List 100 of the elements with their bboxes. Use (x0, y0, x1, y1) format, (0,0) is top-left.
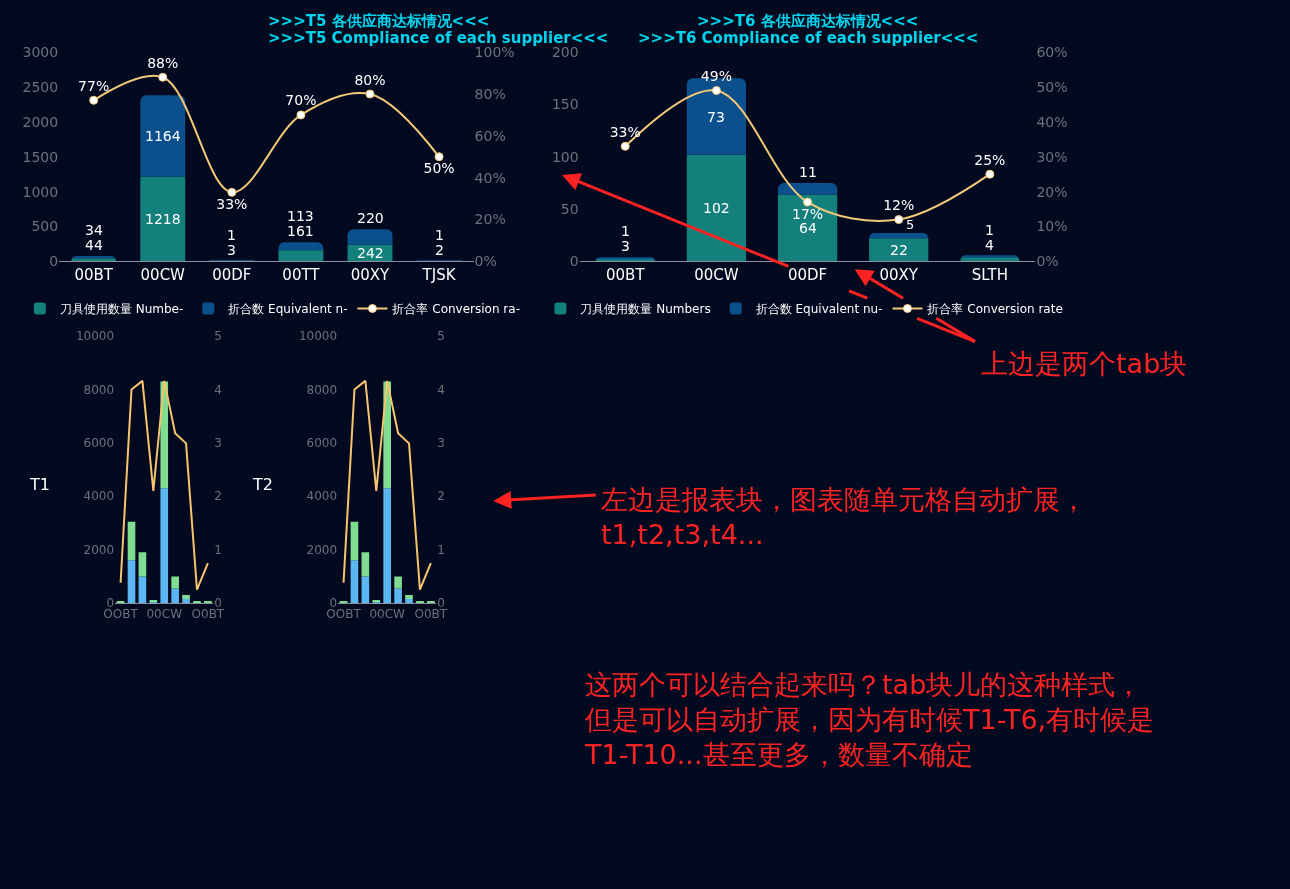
y2-tick-label: 3 (437, 436, 445, 451)
text: 左边是报表块，图表随单元格自动扩展，t1,t2,t3,t4... (601, 484, 1087, 551)
y2-tick-label: 5 (214, 329, 222, 344)
legend-label: 折合率 Conversion ra- (392, 302, 520, 317)
data-label: 1 (435, 227, 444, 243)
y-tick-label: 8000 (306, 382, 338, 397)
data-label: 22 (890, 242, 908, 258)
data-label: 113 (287, 208, 314, 224)
x-tick-label: 00XY (350, 266, 391, 285)
legend-label: 折合率 Conversion rate (927, 302, 1063, 317)
y-tick-label: 4000 (306, 489, 338, 504)
y2-tick-label: 40% (1036, 113, 1068, 130)
y2-tick-label: 3 (214, 436, 222, 451)
y-tick-label: 2000 (306, 542, 338, 557)
text: T1 (29, 475, 50, 494)
y-tick-label: 8000 (83, 382, 115, 397)
y2-tick-label: 4 (214, 382, 222, 397)
legend-label: 折合数 Equivalent nu- (755, 302, 883, 317)
legend-label: 折合数 Equivalent n- (228, 302, 348, 317)
data-label: 5 (906, 217, 915, 232)
x-tick-label: 00BT (605, 266, 646, 285)
text: 上边是两个tab块 (981, 348, 1188, 379)
x-tick-label: OOBT (326, 607, 362, 622)
y2-tick-label: 10% (1036, 218, 1068, 235)
data-label: 4 (985, 237, 994, 253)
x-tick-label: 00CW (146, 607, 183, 622)
data-label: 33% (216, 195, 248, 212)
x-tick-label: 00XY (879, 266, 919, 285)
y-tick-label: 1000 (22, 183, 59, 200)
y2-tick-label: 30% (1036, 148, 1068, 165)
data-label: 34 (85, 222, 103, 238)
y-tick-label: 10000 (298, 329, 338, 344)
y2-tick-label: 60% (1036, 44, 1068, 61)
y-tick-label: 0 (569, 253, 579, 270)
data-label: 17% (791, 205, 824, 222)
y2-tick-label: 80% (474, 85, 506, 102)
data-label: 80% (354, 71, 386, 88)
y-tick-label: 6000 (306, 436, 338, 451)
y2-tick-label: 20% (1036, 183, 1068, 200)
x-tick-label: 00BT (74, 266, 114, 285)
data-label: 73 (707, 109, 725, 125)
data-label: 242 (357, 245, 384, 261)
data-label: 102 (703, 200, 730, 216)
data-label: 70% (285, 92, 317, 109)
y-tick-label: 4000 (83, 489, 115, 504)
y-tick-label: 2500 (22, 78, 59, 95)
data-label: 1164 (145, 128, 181, 144)
y-tick-label: 2000 (83, 542, 115, 557)
y-tick-label: 100 (551, 148, 579, 165)
y2-tick-label: 1 (437, 542, 445, 557)
data-label: 49% (700, 68, 732, 85)
x-tick-label: 00CW (369, 607, 406, 622)
data-label: 64 (799, 220, 817, 236)
y2-tick-label: 40% (474, 169, 506, 186)
data-label: 2 (435, 242, 444, 258)
x-tick-label: TJSK (421, 266, 457, 285)
y-tick-label: 6000 (83, 436, 115, 451)
x-tick-label: O0BT (414, 607, 448, 622)
y2-tick-label: 50% (1036, 78, 1068, 95)
data-label: 1 (227, 227, 236, 243)
x-tick-label: 00DF (787, 266, 828, 285)
chart-title: >>>T6 各供应商达标情况<<< (697, 12, 919, 30)
data-label: 12% (883, 197, 915, 214)
data-label: 44 (85, 237, 103, 253)
x-tick-label: 00CW (140, 266, 186, 285)
data-label: 25% (974, 151, 1006, 168)
data-label: 11 (799, 164, 817, 180)
y2-tick-label: 2 (437, 489, 445, 504)
x-tick-label: 00TT (282, 266, 321, 285)
y-tick-label: 50 (560, 200, 579, 217)
chart-title: >>>T5 各供应商达标情况<<< (268, 12, 490, 30)
y-tick-label: 0 (49, 253, 59, 270)
y-tick-label: 500 (31, 218, 59, 235)
data-label: 220 (357, 210, 384, 226)
y-tick-label: 150 (551, 96, 579, 113)
data-label: 1 (985, 222, 994, 238)
data-label: 33% (609, 123, 641, 140)
text: 这两个可以结合起来吗？tab块儿的这种样式，但是可以自动扩展，因为有时候T1-T6,有时候是T1-T10...甚至更多，数量不确定 (584, 669, 1155, 771)
legend-label: 刀具使用数量 Numbers (580, 302, 711, 317)
x-tick-label: 00DF (212, 266, 252, 285)
x-tick-label: 00CW (694, 266, 739, 285)
text: T2 (252, 475, 273, 494)
y2-tick-label: 0% (474, 253, 497, 270)
y-tick-label: 3000 (22, 44, 59, 61)
x-tick-label: OOBT (103, 607, 139, 622)
y2-tick-label: 100% (474, 44, 515, 61)
y2-tick-label: 5 (437, 329, 445, 344)
y2-tick-label: 2 (214, 489, 222, 504)
y-tick-label: 2000 (22, 113, 59, 130)
y-tick-label: 10000 (75, 329, 115, 344)
data-label: 88% (147, 54, 179, 71)
data-label: 3 (227, 242, 236, 258)
y-tick-label: 200 (551, 44, 579, 61)
legend-label: 刀具使用数量 Numbe- (59, 302, 184, 317)
y2-tick-label: 0% (1036, 253, 1059, 270)
y-tick-label: 1500 (22, 148, 59, 165)
y2-tick-label: 1 (214, 542, 222, 557)
data-label: 50% (423, 160, 455, 177)
y2-tick-label: 20% (474, 211, 506, 228)
y2-tick-label: 4 (437, 382, 445, 397)
